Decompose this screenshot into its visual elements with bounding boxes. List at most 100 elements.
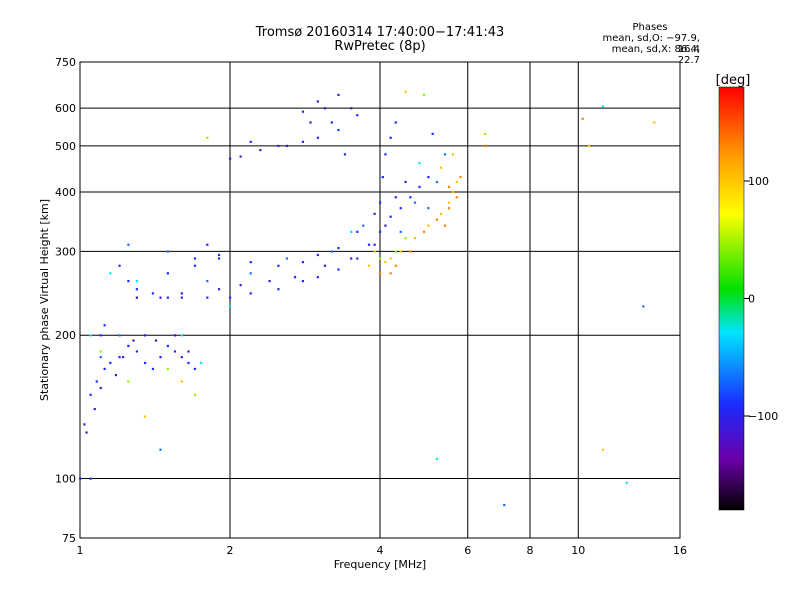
echo-point (135, 280, 138, 283)
colorbar (718, 86, 745, 511)
echo-point (127, 344, 130, 348)
echo-point (601, 105, 605, 108)
echo-point (200, 361, 203, 365)
echo-point (151, 367, 155, 371)
echo-point (316, 253, 319, 257)
echo-point (301, 110, 305, 113)
echo-point (249, 272, 252, 275)
echo-point (217, 288, 221, 291)
echo-point (122, 356, 125, 359)
echo-point (427, 175, 430, 179)
echo-point (447, 207, 451, 210)
y-tick-label: 400 (55, 186, 76, 199)
echo-point (99, 356, 102, 359)
echo-point (381, 175, 384, 179)
colorbar-tick-label: −100 (748, 410, 778, 423)
data-points (79, 90, 656, 507)
echo-point (337, 128, 340, 132)
colorbar-ticks: 100 0 −100 (744, 175, 778, 423)
y-tick-label: 75 (62, 532, 76, 545)
echo-point (99, 350, 102, 353)
echo-point (413, 237, 417, 240)
echo-point (166, 272, 169, 275)
grid (80, 62, 680, 538)
y-tick-label: 100 (55, 473, 76, 486)
echo-point (427, 207, 430, 210)
echo-point (143, 334, 147, 337)
echo-point (159, 296, 162, 299)
echo-point (379, 201, 382, 204)
echo-point (439, 166, 443, 169)
echo-point (484, 132, 487, 135)
echo-point (581, 117, 584, 120)
x-tick-label: 8 (527, 544, 534, 557)
echo-point (301, 280, 305, 283)
echo-point (89, 393, 92, 396)
axis-ticks: 1 2 4 6 8 10 16 75 100 200 300 400 500 600 750 (55, 56, 687, 557)
echo-point (447, 201, 451, 204)
echo-point (166, 344, 169, 348)
echo-point (259, 148, 262, 152)
echo-point (439, 212, 443, 215)
x-tick-label: 2 (227, 544, 234, 557)
echo-point (422, 93, 426, 96)
echo-point (316, 100, 319, 103)
echo-point (229, 157, 232, 160)
echo-point (343, 153, 347, 156)
echo-point (455, 180, 458, 184)
echo-point (166, 296, 169, 299)
echo-point (249, 261, 252, 264)
phases-x-mode: mean, sd,X: 86.4, 22.7 (611, 44, 700, 66)
echo-point (109, 272, 112, 275)
echo-point (277, 288, 280, 291)
echo-point (337, 247, 340, 250)
echo-point (85, 431, 88, 434)
echo-point (180, 292, 183, 295)
echo-point (394, 250, 397, 253)
echo-point (409, 250, 412, 253)
echo-point (173, 350, 177, 353)
echo-point (418, 162, 421, 165)
echo-point (229, 305, 232, 308)
echo-point (409, 196, 412, 199)
echo-point (367, 243, 371, 246)
echo-point (323, 264, 327, 267)
echo-point (373, 243, 376, 246)
echo-point (285, 144, 288, 148)
echo-point (114, 374, 118, 377)
echo-point (404, 237, 407, 240)
phases-o-mode: mean, sd,O: −97.9, 16.4 (602, 33, 700, 55)
x-tick-label: 10 (571, 544, 585, 557)
echo-point (484, 144, 487, 148)
echo-point (277, 264, 280, 267)
echo-point (587, 144, 591, 148)
echo-point (404, 180, 407, 184)
echo-point (154, 339, 158, 342)
echo-point (99, 386, 102, 390)
echo-point (118, 356, 121, 359)
echo-point (103, 367, 106, 371)
echo-point (118, 264, 121, 267)
echo-point (653, 121, 656, 124)
echo-point (356, 114, 359, 117)
echo-point (180, 334, 183, 337)
chart-subtitle: RwPretec (8p) (334, 39, 426, 54)
echo-point (135, 288, 138, 291)
echo-point (206, 136, 209, 139)
echo-point (455, 196, 458, 199)
echo-point (99, 334, 102, 337)
echo-point (625, 481, 628, 484)
echo-point (384, 224, 387, 227)
echo-point (159, 448, 162, 451)
echo-point (159, 356, 162, 359)
echo-point (399, 207, 402, 210)
echo-point (384, 261, 387, 264)
echo-point (193, 367, 197, 371)
echo-point (83, 423, 86, 426)
echo-point (239, 284, 242, 287)
echo-point (435, 457, 438, 461)
echo-point (435, 218, 438, 221)
echo-point (384, 153, 387, 156)
echo-point (293, 276, 297, 279)
